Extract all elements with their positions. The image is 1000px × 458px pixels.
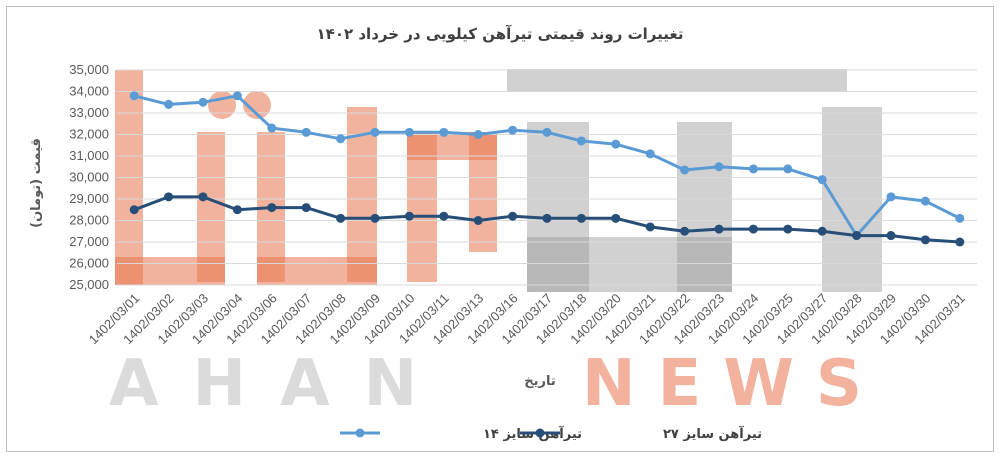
data-point-series-1	[955, 237, 965, 247]
data-point-series-1	[164, 192, 174, 202]
data-point-series-1	[714, 224, 724, 234]
watermark-latin-left: AHAN	[109, 347, 451, 421]
data-point-series-1	[886, 231, 896, 241]
data-point-series-0	[748, 164, 758, 174]
y-tick-label: 30,000	[69, 170, 109, 185]
data-point-series-1	[439, 211, 449, 221]
data-point-series-1	[611, 213, 621, 223]
data-point-series-1	[817, 226, 827, 236]
y-tick-label: 33,000	[69, 105, 109, 120]
ahan-news-watermark: AHAN NEWS	[109, 69, 884, 421]
data-point-series-1	[783, 224, 793, 234]
legend-marker-size27	[535, 428, 545, 438]
data-point-series-0	[129, 91, 139, 101]
y-tick-label: 35,000	[69, 62, 109, 77]
data-point-series-1	[232, 205, 242, 215]
watermark-stroke	[469, 132, 497, 252]
watermark-stroke	[677, 122, 732, 292]
data-point-series-0	[198, 97, 208, 107]
data-point-series-1	[645, 222, 655, 232]
data-point-series-0	[267, 123, 277, 133]
y-tick-label: 34,000	[69, 84, 109, 99]
data-point-series-1	[301, 203, 311, 213]
legend-marker-size14	[355, 428, 365, 438]
data-point-series-1	[267, 203, 277, 213]
data-point-series-0	[920, 196, 930, 206]
data-point-series-0	[611, 139, 621, 149]
data-point-series-0	[645, 149, 655, 159]
data-point-series-1	[198, 192, 208, 202]
data-point-series-0	[542, 127, 552, 137]
chart-title: تغییرات روند قیمتی تیرآهن کیلویی در خردا…	[317, 25, 684, 43]
y-tick-label: 28,000	[69, 213, 109, 228]
watermark-dot	[243, 91, 271, 119]
data-point-series-1	[542, 213, 552, 223]
data-point-series-0	[439, 127, 449, 137]
y-axis-label: قیمت (تومان)	[29, 138, 44, 228]
data-point-series-0	[508, 125, 518, 135]
data-point-series-0	[783, 164, 793, 174]
data-point-series-1	[852, 231, 862, 241]
line-chart: AHAN NEWS تغییرات روند قیمتی تیرآهن کیلو…	[29, 25, 977, 442]
data-point-series-0	[955, 213, 965, 223]
y-tick-label: 26,000	[69, 256, 109, 271]
data-point-series-1	[129, 205, 139, 215]
data-point-series-0	[817, 175, 827, 185]
y-tick-label: 31,000	[69, 148, 109, 163]
y-axis-ticks: 25,000 26,000 27,000 28,000 29,000 30,000 31,0…	[69, 62, 109, 292]
data-point-series-0	[232, 91, 242, 101]
watermark-dot	[208, 91, 236, 119]
legend: تیرآهن سایز ۱۴ تیرآهن سایز ۲۷	[340, 425, 762, 442]
data-point-series-0	[576, 136, 586, 146]
data-point-series-0	[680, 165, 690, 175]
y-tick-label: 29,000	[69, 191, 109, 206]
data-point-series-1	[748, 224, 758, 234]
data-point-series-0	[886, 192, 896, 202]
chart-frame: AHAN NEWS تغییرات روند قیمتی تیرآهن کیلو…	[6, 6, 994, 452]
data-point-series-1	[920, 235, 930, 245]
data-point-series-1	[680, 226, 690, 236]
y-tick-label: 25,000	[69, 277, 109, 292]
data-point-series-1	[576, 213, 586, 223]
watermark-stroke	[197, 132, 225, 282]
data-point-series-0	[370, 127, 380, 137]
data-point-series-1	[370, 213, 380, 223]
series-layer	[129, 91, 965, 247]
data-point-series-1	[508, 211, 518, 221]
legend-label-size27: تیرآهن سایز ۲۷	[663, 425, 762, 442]
data-point-series-0	[714, 162, 724, 172]
data-point-series-0	[336, 134, 346, 144]
data-point-series-0	[473, 130, 483, 139]
x-axis-ticks: 1402/03/011402/03/021402/03/031402/03/04…	[86, 291, 968, 348]
data-point-series-0	[404, 127, 414, 137]
x-axis-label: تاریخ	[524, 374, 556, 389]
y-tick-label: 32,000	[69, 127, 109, 142]
data-point-series-1	[404, 211, 414, 221]
data-point-series-1	[473, 216, 483, 225]
watermark-stroke	[507, 69, 847, 91]
data-point-series-1	[336, 213, 346, 223]
watermark-latin-right: NEWS	[582, 347, 884, 421]
data-point-series-0	[301, 127, 311, 137]
y-tick-label: 27,000	[69, 234, 109, 249]
watermark-stroke	[527, 237, 732, 292]
data-point-series-0	[164, 99, 174, 109]
